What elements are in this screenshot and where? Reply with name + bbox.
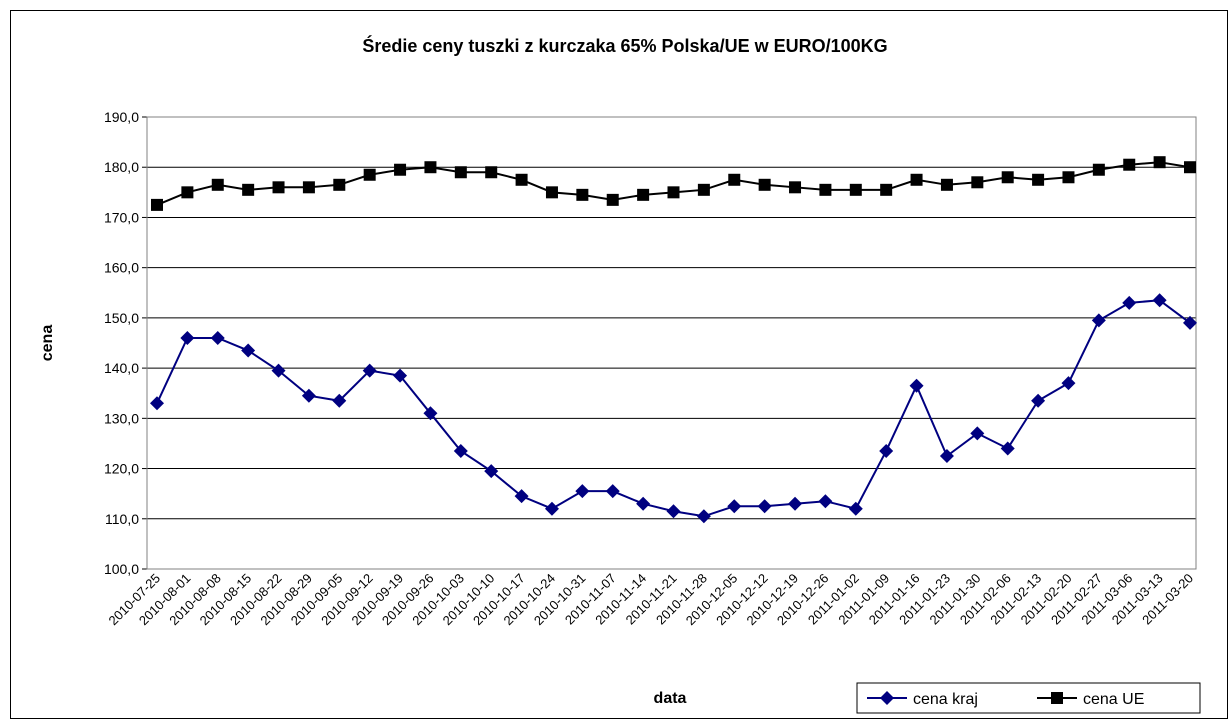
marker [1123, 158, 1136, 171]
marker [880, 691, 894, 705]
marker [424, 161, 437, 174]
marker [241, 343, 256, 358]
marker [818, 494, 833, 509]
marker [151, 198, 163, 211]
marker [971, 176, 984, 189]
marker [940, 178, 953, 191]
marker [1061, 376, 1076, 391]
marker [605, 484, 620, 499]
marker [728, 173, 741, 186]
marker [696, 509, 711, 524]
marker [637, 188, 650, 201]
y-tick-label: 160,0 [104, 260, 139, 276]
y-tick-label: 100,0 [104, 561, 139, 577]
marker [757, 499, 772, 514]
marker [544, 501, 559, 516]
marker [666, 504, 681, 519]
marker [514, 489, 529, 504]
marker [362, 363, 377, 378]
marker [210, 330, 225, 345]
legend-box [856, 682, 1201, 714]
y-tick-label: 120,0 [104, 461, 139, 477]
marker [301, 388, 316, 403]
marker [1032, 173, 1045, 186]
marker [181, 186, 194, 199]
marker [211, 178, 224, 191]
marker [1153, 156, 1166, 169]
marker [484, 464, 499, 479]
marker [727, 499, 742, 514]
marker [789, 181, 802, 194]
chart-border [10, 10, 1228, 719]
marker [150, 396, 164, 411]
legend-label: cena UE [1083, 691, 1144, 708]
marker [788, 496, 803, 511]
marker [667, 186, 680, 199]
y-tick-label: 150,0 [104, 310, 139, 326]
marker [453, 443, 468, 458]
marker [485, 166, 498, 179]
marker [758, 178, 771, 191]
y-tick-label: 130,0 [104, 410, 139, 426]
marker [1183, 315, 1197, 330]
marker [545, 186, 558, 199]
marker [575, 484, 590, 499]
marker [302, 181, 315, 194]
y-tick-label: 190,0 [104, 109, 139, 125]
marker [939, 449, 954, 463]
marker [271, 363, 286, 378]
marker [1000, 441, 1015, 456]
marker [1062, 171, 1075, 184]
marker [1152, 293, 1167, 308]
x-axis-label: data [654, 690, 687, 707]
marker [332, 393, 347, 408]
marker [849, 183, 862, 196]
marker [1092, 163, 1105, 176]
marker [879, 443, 894, 458]
marker [1184, 161, 1196, 174]
marker [970, 426, 985, 441]
marker [880, 183, 893, 196]
marker [848, 501, 863, 516]
marker [515, 173, 528, 186]
marker [180, 330, 195, 345]
marker [636, 496, 651, 511]
marker [394, 163, 407, 176]
marker [1031, 393, 1046, 408]
marker [454, 166, 467, 179]
chart-title: Średie ceny tuszki z kurczaka 65% Polska… [362, 35, 887, 56]
marker [1001, 171, 1014, 184]
marker [423, 406, 438, 421]
marker [1122, 295, 1137, 310]
marker [576, 188, 589, 201]
marker [819, 183, 832, 196]
marker [363, 168, 376, 181]
y-tick-label: 170,0 [104, 209, 139, 225]
marker [393, 368, 408, 383]
y-tick-label: 140,0 [104, 360, 139, 376]
legend-label: cena kraj [913, 691, 978, 708]
marker [697, 183, 710, 196]
marker [272, 181, 285, 194]
marker [910, 173, 923, 186]
y-axis-label: cena [39, 325, 56, 362]
marker [333, 178, 346, 191]
marker [1051, 692, 1063, 704]
marker [242, 183, 255, 196]
y-tick-label: 180,0 [104, 159, 139, 175]
marker [606, 193, 619, 206]
plot-area [146, 116, 1197, 570]
marker [909, 378, 924, 393]
marker [1091, 313, 1106, 328]
y-tick-label: 110,0 [105, 511, 139, 527]
